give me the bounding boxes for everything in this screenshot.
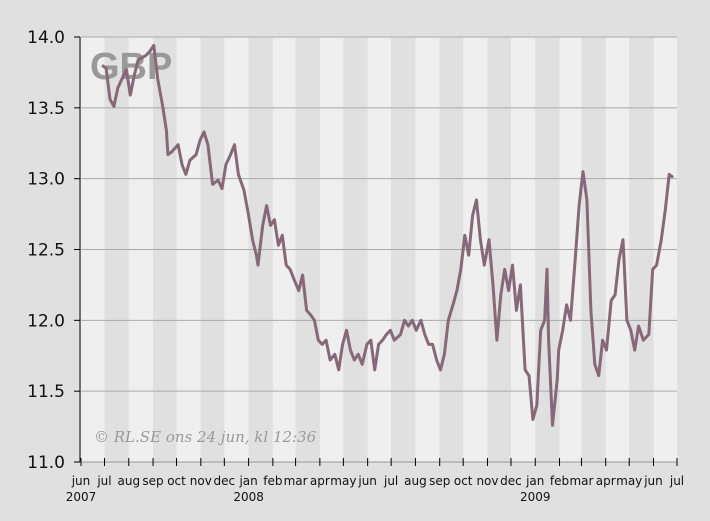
x-tick-label: nov xyxy=(476,474,498,488)
x-tick-label: oct xyxy=(454,474,473,488)
gridlines xyxy=(81,36,677,392)
y-tick-label: 11.5 xyxy=(27,382,65,402)
year-label: 2007 xyxy=(66,490,97,504)
x-tick-label: nov xyxy=(190,474,212,488)
x-tick-label: may xyxy=(616,474,642,488)
x-tick-label: oct xyxy=(167,474,186,488)
x-tick-label: jun xyxy=(71,474,91,488)
x-tick-label: apr xyxy=(310,474,330,488)
x-tick-label: aug xyxy=(117,474,140,488)
x-tick-label: dec xyxy=(214,474,236,488)
x-tick-label: feb xyxy=(263,474,282,488)
y-tick-labels: 14.0 13.5 13.0 12.5 12.0 11.5 11.0 xyxy=(27,28,65,473)
x-tick-label: apr xyxy=(596,474,616,488)
x-tick-label: mar xyxy=(569,474,593,488)
y-tick-label: 12.5 xyxy=(27,241,65,261)
series-line xyxy=(101,44,674,427)
x-tick-label: jun xyxy=(643,474,663,488)
x-tick-label: sep xyxy=(142,474,163,488)
x-tick-label: jul xyxy=(669,474,684,488)
watermark: © RL.SE ons 24 jun, kl 12:36 xyxy=(94,428,317,446)
x-tick-label: jan xyxy=(525,474,544,488)
x-tick-label: jul xyxy=(383,474,398,488)
y-tick-label: 14.0 xyxy=(27,28,65,48)
x-tick-label: mar xyxy=(284,474,308,488)
x-tick-label: may xyxy=(330,474,356,488)
y-tick-label: 13.0 xyxy=(27,170,65,190)
x-tick-label: feb xyxy=(550,474,569,488)
y-tick-label: 11.0 xyxy=(27,453,65,473)
axes xyxy=(74,36,678,466)
year-label: 2008 xyxy=(233,490,264,504)
x-tick-label: jan xyxy=(238,474,257,488)
x-tick-label: aug xyxy=(404,474,427,488)
y-tick-label: 13.5 xyxy=(27,99,65,119)
x-tick-label: sep xyxy=(429,474,450,488)
x-tick-label: jul xyxy=(96,474,111,488)
year-label: 2009 xyxy=(520,490,551,504)
x-tick-label: jun xyxy=(357,474,377,488)
y-tick-label: 12.0 xyxy=(27,311,65,331)
x-tick-label: dec xyxy=(500,474,522,488)
x-tick-labels: jun jul aug sep oct nov dec jan feb mar apr may jun j… xyxy=(66,474,684,504)
